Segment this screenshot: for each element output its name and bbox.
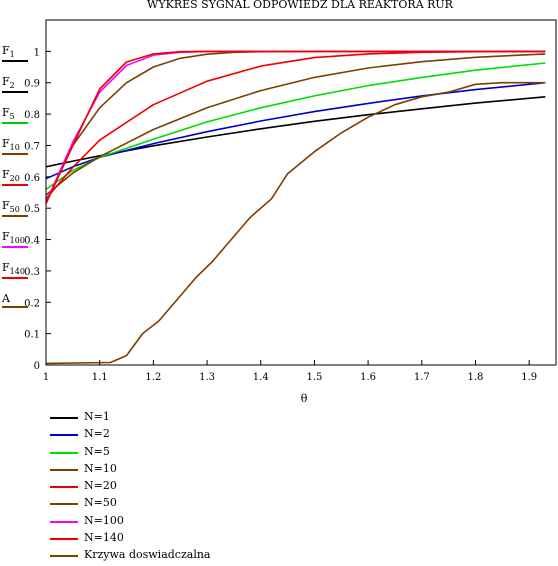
- side-label-text: F5: [2, 106, 15, 122]
- chart: WYKRES SYGNAL ODPOWIEDZ DLA REAKTORA RUR…: [24, 0, 557, 405]
- side-label-6: F50: [2, 199, 28, 218]
- side-label-line: [2, 215, 28, 218]
- y-tick-label: 0.9: [24, 79, 40, 90]
- x-tick-label: 1: [43, 372, 49, 383]
- series-line-4: [45, 53, 546, 196]
- chart-title: WYKRES SYGNAL ODPOWIEDZ DLA REAKTORA RUR: [147, 0, 454, 11]
- y-tick-label: 0.8: [24, 110, 40, 121]
- y-tick-label: 0.1: [24, 330, 40, 341]
- y-ticks: 0 0.1 0.2 0.3 0.4 0.5 0.6 0.7 0.8 0.9 1: [24, 47, 51, 372]
- side-label-8: F140: [2, 261, 28, 280]
- side-label-line: [2, 91, 28, 94]
- x-tick-label: 1.7: [414, 372, 430, 383]
- side-label-9: A: [2, 292, 28, 308]
- legend-swatch: [50, 468, 78, 471]
- side-label-text: F1: [2, 44, 15, 60]
- x-ticks: 1 1.1 1.2 1.3 1.4 1.5 1.6 1.7 1.8 1.9: [43, 360, 537, 383]
- side-label-3: F5: [2, 106, 28, 125]
- side-label-line: [2, 184, 28, 187]
- legend-swatch: [50, 555, 78, 558]
- side-label-text: F10: [2, 137, 20, 153]
- x-tick-label: 1.1: [92, 372, 108, 383]
- legend-item: N=10: [50, 462, 350, 479]
- legend-swatch: [50, 434, 78, 437]
- legend-swatch: [50, 417, 78, 419]
- series-line-1: [45, 96, 546, 168]
- side-label-text: A: [2, 292, 10, 305]
- side-label-line: [2, 306, 28, 308]
- x-axis-label: θ: [301, 392, 308, 405]
- series-line-2: [45, 81, 546, 180]
- x-tick-label: 1.6: [360, 372, 376, 383]
- legend-item: N=50: [50, 496, 350, 513]
- legend-label: N=5: [84, 444, 110, 458]
- y-tick-label: 0.3: [24, 267, 40, 278]
- legend-item: N=1: [50, 410, 350, 427]
- side-label-1: F1: [2, 44, 28, 63]
- side-label-line: [2, 246, 28, 249]
- side-label-4: F10: [2, 137, 28, 156]
- y-tick-label: 0.7: [24, 141, 40, 152]
- y-tick-label: 0.5: [24, 204, 40, 215]
- legend-item: Krzywa doswiadczalna: [50, 548, 350, 565]
- side-label-line: [2, 122, 28, 125]
- side-label-text: F50: [2, 199, 20, 215]
- legend-swatch: [50, 503, 78, 506]
- side-label-line: [2, 60, 28, 63]
- side-label-2: F2: [2, 75, 28, 94]
- side-label-text: F140: [2, 261, 25, 277]
- plot-frame: [45, 19, 557, 366]
- legend-item: N=2: [50, 427, 350, 444]
- series-lines: [45, 50, 546, 365]
- x-tick-label: 1.2: [145, 372, 161, 383]
- side-label-line: [2, 277, 28, 280]
- legend-swatch: [50, 538, 78, 541]
- legend-label: Krzywa doswiadczalna: [84, 548, 211, 562]
- x-tick-label: 1.5: [306, 372, 322, 383]
- side-label-7: F100: [2, 230, 28, 249]
- side-label-text: F100: [2, 230, 25, 246]
- x-tick-label: 1.8: [468, 372, 484, 383]
- y-tick-label: 1: [34, 47, 40, 58]
- side-label-text: F2: [2, 75, 15, 91]
- legend-label: N=10: [84, 461, 117, 475]
- legend-label: N=1: [84, 410, 110, 423]
- legend-label: N=100: [84, 513, 124, 527]
- x-tick-label: 1.3: [199, 372, 215, 383]
- legend-item: N=100: [50, 514, 350, 531]
- legend: N=1 N=2 N=5 N=10 N=20 N=50 N=100 N=140 Krzywa do…: [50, 410, 350, 566]
- series-line-5: [45, 50, 546, 200]
- series-line-8: [45, 50, 546, 204]
- y-tick-label: 0.2: [24, 298, 40, 309]
- legend-item: N=20: [50, 479, 350, 496]
- side-label-line: [2, 153, 28, 156]
- legend-label: N=140: [84, 531, 124, 545]
- legend-swatch: [50, 520, 78, 523]
- y-tick-label: 0: [34, 361, 40, 372]
- y-tick-label: 0.4: [24, 236, 40, 247]
- legend-label: N=50: [84, 496, 117, 510]
- side-label-text: F20: [2, 168, 20, 184]
- legend-label: N=20: [84, 479, 117, 493]
- legend-label: N=2: [84, 427, 110, 441]
- series-line-9: [45, 81, 546, 365]
- x-tick-label: 1.9: [521, 372, 537, 383]
- side-label-5: F20: [2, 168, 28, 187]
- legend-item: N=140: [50, 531, 350, 548]
- y-tick-label: 0.6: [24, 173, 40, 184]
- x-tick-label: 1.4: [253, 372, 269, 383]
- legend-swatch: [50, 486, 78, 489]
- legend-swatch: [50, 451, 78, 454]
- legend-item: N=5: [50, 445, 350, 462]
